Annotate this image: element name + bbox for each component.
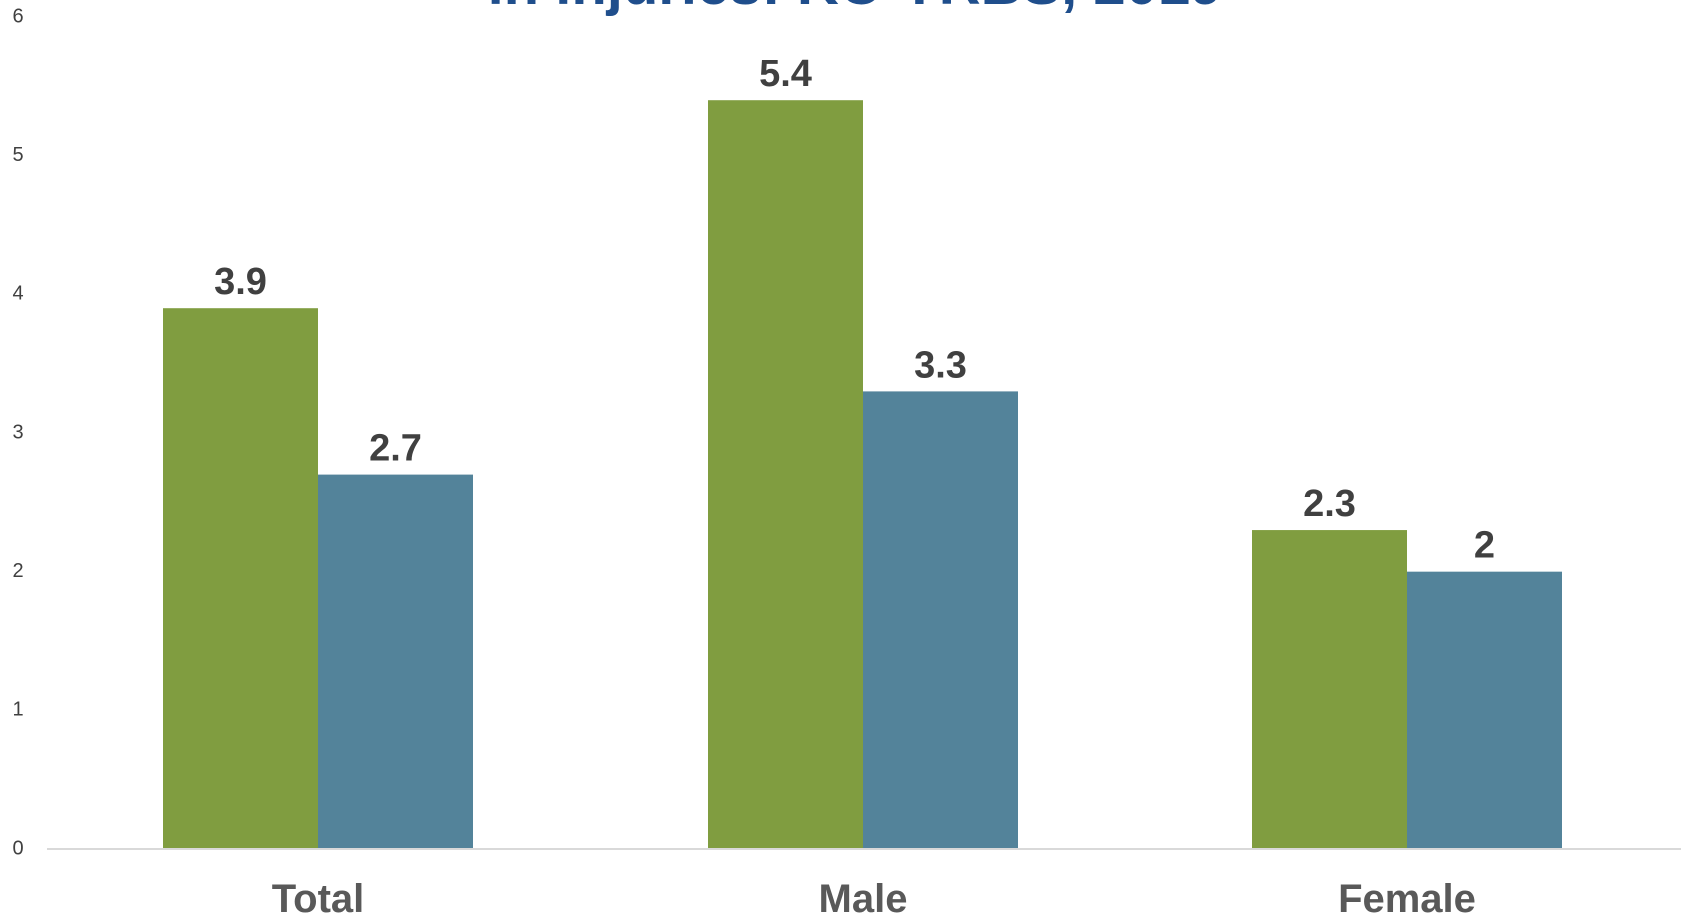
bar: [1407, 571, 1562, 849]
x-category-label: Male: [819, 877, 908, 919]
data-labels-group: 3.9 5.4 2.3 2.7 3.3 2: [214, 53, 1495, 566]
data-label: 2: [1474, 525, 1495, 567]
data-label: 2.7: [369, 428, 422, 470]
bar: [318, 474, 473, 849]
y-axis: 0 1 2 3 4 5 6: [12, 5, 23, 859]
bar: [1252, 530, 1407, 849]
bar: [708, 100, 863, 849]
data-label: 3.9: [214, 261, 267, 303]
bars-group: [163, 100, 1562, 849]
bar: [863, 391, 1018, 849]
y-tick-label: 0: [12, 837, 23, 859]
x-category-label: Female: [1338, 877, 1476, 919]
y-tick-label: 3: [12, 421, 23, 443]
chart-title: in injuries: KC-YRBS, 2019: [488, 0, 1223, 17]
x-category-label: Total: [272, 877, 365, 919]
y-tick-label: 5: [12, 144, 23, 166]
data-label: 2.3: [1303, 483, 1356, 525]
y-tick-label: 4: [12, 283, 23, 305]
y-tick-label: 6: [12, 5, 23, 27]
bar: [163, 308, 318, 849]
y-tick-label: 2: [12, 560, 23, 582]
data-label: 5.4: [759, 53, 812, 95]
x-axis: Total Male Female: [272, 877, 1476, 919]
data-label: 3.3: [914, 344, 967, 386]
y-tick-label: 1: [12, 699, 23, 721]
